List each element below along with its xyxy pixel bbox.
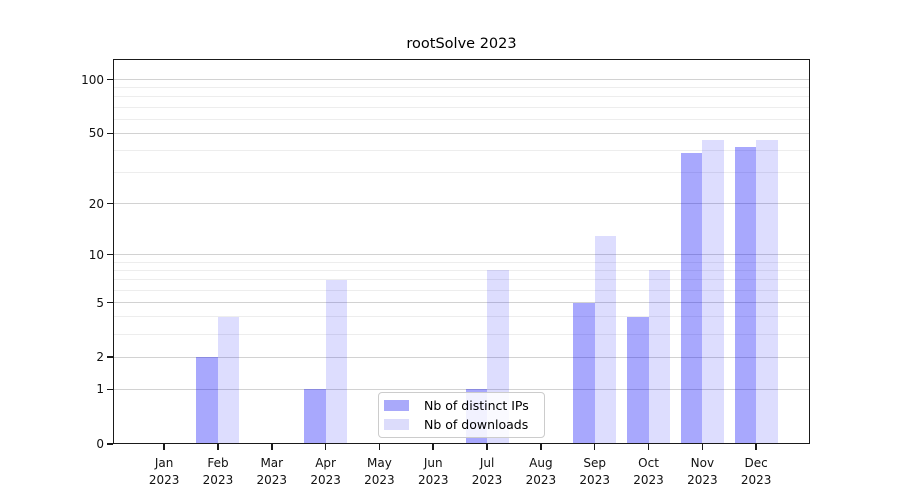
y-axis-tick: [107, 253, 113, 256]
legend-label: Nb of downloads: [424, 417, 529, 432]
legend-label: Nb of distinct IPs: [424, 398, 529, 413]
gridline-major: [113, 203, 810, 205]
x-axis-tick: [701, 444, 704, 450]
y-axis-tick-label: 50: [88, 126, 104, 141]
x-axis-tick-label: Feb 2023: [202, 456, 234, 487]
x-axis-tick: [163, 444, 165, 450]
y-axis-tick-label: 100: [81, 72, 104, 87]
x-axis-tick-label: Nov 2023: [687, 456, 718, 487]
gridline-major: [113, 388, 810, 390]
gridline-minor: [113, 96, 810, 98]
legend: Nb of distinct IPs Nb of downloads: [378, 392, 545, 438]
legend-item: Nb of distinct IPs: [384, 396, 538, 415]
gridline-major: [113, 254, 810, 256]
bar-downloads-nov: [702, 139, 724, 444]
bar-distinct-ips-oct: [627, 316, 649, 444]
x-axis-tick: [271, 444, 273, 450]
x-axis-tick-label: Sep 2023: [579, 456, 610, 487]
bar-distinct-ips-sep: [573, 302, 595, 444]
x-axis-tick-label: Mar 2023: [256, 456, 288, 487]
x-axis-tick-label: Oct 2023: [633, 456, 664, 487]
bar-distinct-ips-feb: [196, 357, 218, 444]
x-axis-tick-label: Jun 2023: [417, 456, 449, 487]
x-axis-tick: [755, 444, 757, 450]
bar-downloads-oct: [648, 270, 671, 444]
gridline-minor: [113, 106, 810, 108]
y-axis-tick-label: 2: [96, 350, 104, 365]
y-axis-tick: [107, 78, 113, 81]
y-axis-tick: [107, 301, 113, 304]
bar-downloads-feb: [217, 316, 240, 444]
gridline-minor: [113, 172, 810, 174]
bar-distinct-ips-apr: [304, 389, 326, 444]
x-axis-tick-label: Dec 2023: [740, 456, 772, 487]
y-axis-tick: [107, 132, 113, 135]
gridline-minor: [113, 261, 810, 263]
y-axis-tick-label: 20: [88, 196, 104, 211]
legend-swatch-icon: [384, 419, 409, 430]
x-axis-tick: [540, 444, 542, 450]
gridline-minor: [113, 150, 810, 152]
x-axis-tick-label: Apr 2023: [310, 456, 341, 487]
bar-downloads-apr: [325, 279, 348, 444]
y-axis-tick-label: 1: [96, 382, 104, 397]
gridline-minor: [113, 316, 810, 318]
bar-downloads-sep: [594, 235, 617, 444]
x-axis-tick: [217, 444, 219, 450]
gridline-major: [113, 79, 810, 81]
legend-item: Nb of downloads: [384, 415, 538, 434]
chart-title: rootSolve 2023: [406, 36, 517, 52]
y-axis-tick-label: 0: [96, 437, 104, 451]
gridline-minor: [113, 279, 810, 281]
x-axis-tick-label: Jan 2023: [148, 456, 180, 487]
x-axis-tick: [432, 444, 434, 450]
x-axis-tick-label: Jul 2023: [471, 456, 503, 487]
y-axis-tick: [107, 388, 113, 390]
gridline-minor: [113, 87, 810, 89]
x-axis-tick-label: May 2023: [364, 456, 395, 487]
gridline-major: [113, 302, 810, 303]
plot-border: [113, 59, 810, 444]
bar-distinct-ips-nov: [680, 152, 703, 444]
y-axis-tick: [107, 356, 113, 358]
x-axis-tick-label: Aug 2023: [525, 456, 557, 487]
gridline-minor: [113, 334, 810, 336]
legend-swatch-icon: [384, 400, 409, 411]
gridline-major: [113, 356, 810, 358]
gridline-minor: [113, 289, 810, 291]
x-axis-tick: [647, 444, 650, 450]
y-axis-tick-label: 10: [88, 247, 104, 262]
gridline-minor: [113, 118, 810, 120]
x-axis-tick: [593, 444, 596, 450]
gridline-major: [113, 132, 810, 134]
x-axis-tick: [486, 444, 488, 450]
x-axis-tick: [378, 444, 381, 450]
bar-distinct-ips-dec: [734, 146, 757, 444]
y-axis-tick-label: 5: [96, 295, 104, 310]
x-axis-tick: [324, 444, 327, 450]
y-axis-tick: [107, 202, 113, 205]
y-axis-tick: [107, 443, 113, 445]
gridline-minor: [113, 269, 810, 271]
bar-downloads-dec: [756, 139, 778, 444]
